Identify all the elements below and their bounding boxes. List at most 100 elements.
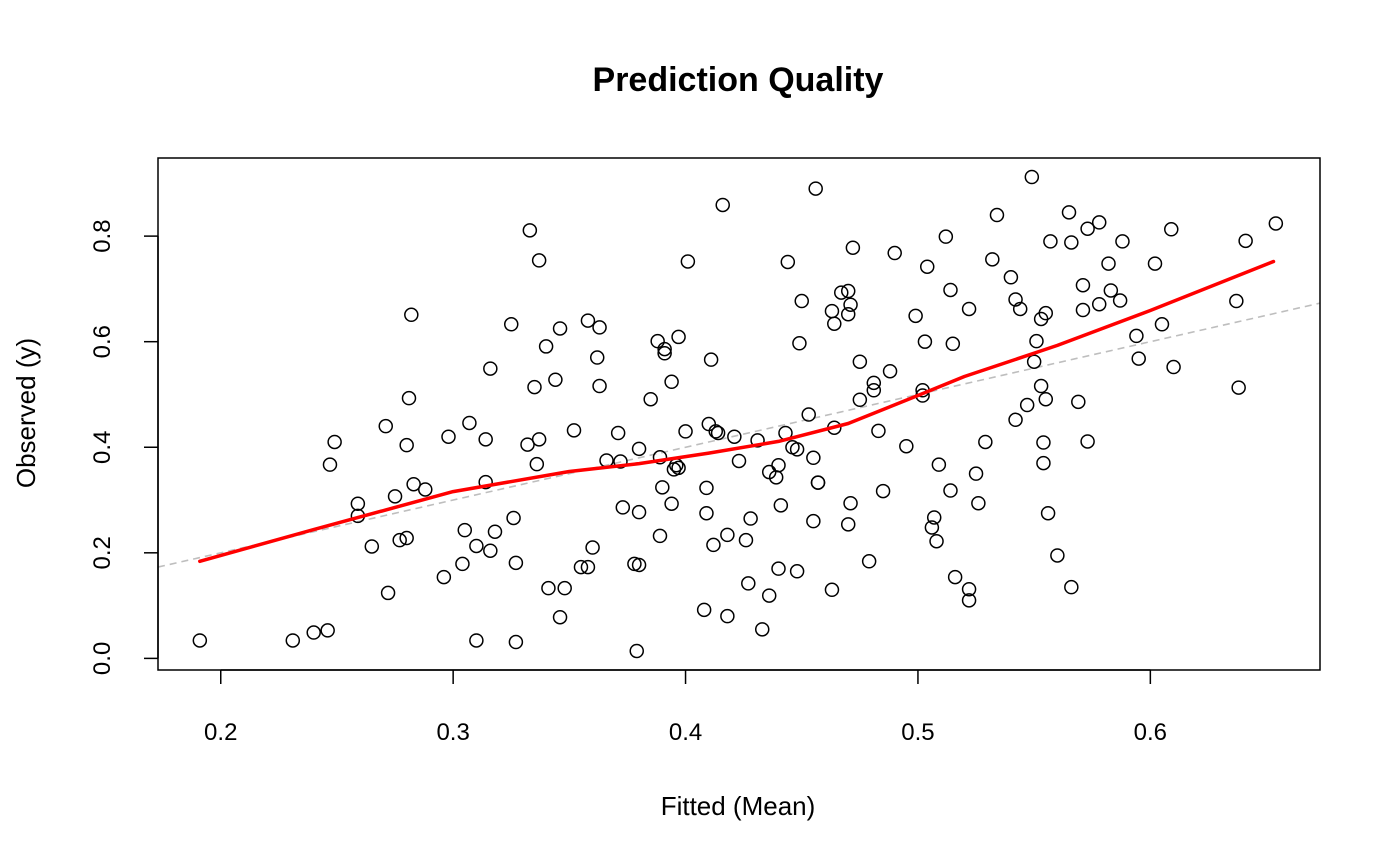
data-point bbox=[527, 379, 542, 395]
x-tick-label: 0.3 bbox=[436, 719, 469, 746]
data-point bbox=[585, 540, 600, 555]
data-point bbox=[478, 432, 493, 447]
data-point bbox=[592, 320, 607, 335]
data-point bbox=[1091, 296, 1107, 312]
data-point bbox=[566, 423, 582, 438]
data-point bbox=[483, 361, 498, 376]
data-point bbox=[1061, 205, 1077, 220]
reference-line bbox=[157, 302, 1321, 568]
data-point bbox=[1154, 317, 1170, 332]
data-point bbox=[503, 317, 519, 332]
data-point bbox=[664, 374, 679, 390]
data-point bbox=[1036, 435, 1051, 450]
data-point bbox=[882, 363, 898, 379]
data-point bbox=[794, 293, 809, 309]
data-point bbox=[789, 564, 805, 579]
data-point bbox=[1229, 293, 1244, 309]
data-point bbox=[840, 283, 856, 299]
data-point bbox=[834, 285, 849, 300]
data-point bbox=[978, 434, 993, 450]
data-point bbox=[961, 593, 977, 608]
data-point bbox=[1050, 548, 1065, 563]
data-point bbox=[1040, 505, 1056, 521]
data-point bbox=[945, 336, 961, 352]
data-point bbox=[522, 223, 538, 238]
data-point bbox=[455, 556, 470, 572]
data-point bbox=[773, 498, 789, 513]
x-axis: 0.2 0.3 0.4 0.5 0.6 bbox=[204, 669, 1167, 746]
data-point bbox=[908, 308, 923, 324]
data-point bbox=[350, 496, 366, 511]
data-point bbox=[968, 466, 984, 481]
data-point bbox=[699, 505, 714, 521]
data-point bbox=[406, 476, 421, 492]
data-point bbox=[1080, 221, 1095, 236]
data-point bbox=[1071, 394, 1086, 410]
data-point bbox=[589, 350, 605, 365]
data-point bbox=[557, 580, 572, 596]
data-point bbox=[866, 382, 882, 398]
data-point bbox=[871, 423, 886, 439]
data-point bbox=[469, 538, 484, 554]
data-point bbox=[924, 520, 940, 535]
data-point bbox=[840, 306, 856, 322]
data-point bbox=[1129, 328, 1144, 344]
data-point bbox=[852, 354, 868, 369]
data-point bbox=[678, 424, 693, 439]
data-point bbox=[580, 313, 596, 328]
data-point bbox=[743, 511, 758, 526]
data-point bbox=[680, 254, 696, 269]
data-point bbox=[1112, 293, 1128, 308]
data-point bbox=[380, 585, 396, 601]
data-point bbox=[808, 181, 823, 196]
data-point bbox=[943, 483, 958, 498]
y-axis-label: Observed (y) bbox=[11, 338, 41, 488]
data-point bbox=[750, 433, 765, 448]
data-point bbox=[508, 555, 524, 571]
data-point bbox=[320, 623, 335, 638]
data-point bbox=[899, 438, 914, 454]
data-point bbox=[938, 229, 954, 244]
data-point bbox=[478, 474, 493, 490]
data-point bbox=[285, 633, 301, 648]
data-point bbox=[771, 561, 786, 576]
data-point bbox=[1166, 359, 1181, 375]
data-point bbox=[827, 316, 842, 331]
data-point bbox=[615, 500, 631, 515]
data-point bbox=[1238, 233, 1253, 249]
data-point bbox=[1036, 455, 1051, 471]
data-point bbox=[1008, 292, 1023, 307]
data-point bbox=[192, 633, 208, 648]
data-point bbox=[671, 329, 686, 345]
data-point bbox=[306, 625, 321, 640]
plot-content bbox=[157, 169, 1321, 659]
data-point bbox=[703, 352, 719, 367]
data-point bbox=[631, 441, 647, 457]
data-point bbox=[436, 569, 452, 585]
data-point bbox=[548, 372, 563, 387]
data-point bbox=[1131, 351, 1146, 366]
x-tick-label: 0.5 bbox=[901, 719, 934, 746]
data-point bbox=[1075, 277, 1091, 293]
data-point bbox=[1075, 302, 1091, 318]
data-point bbox=[531, 432, 547, 447]
data-point bbox=[613, 454, 628, 469]
smooth-trend-line bbox=[198, 259, 1276, 564]
data-point bbox=[652, 528, 668, 544]
data-point bbox=[843, 297, 858, 312]
data-point bbox=[657, 346, 672, 361]
data-point bbox=[1012, 301, 1028, 317]
data-point bbox=[1043, 234, 1058, 249]
data-point bbox=[610, 425, 626, 441]
data-point bbox=[629, 643, 644, 659]
data-point bbox=[1026, 354, 1042, 369]
data-point bbox=[1115, 234, 1130, 249]
x-tick-label: 0.2 bbox=[204, 719, 237, 746]
data-point bbox=[1064, 579, 1079, 595]
data-point bbox=[322, 457, 338, 472]
data-point bbox=[741, 576, 756, 591]
plot-frame bbox=[157, 157, 1321, 671]
data-point bbox=[824, 582, 840, 598]
data-point bbox=[696, 602, 712, 618]
y-tick-label: 0.2 bbox=[89, 536, 116, 569]
